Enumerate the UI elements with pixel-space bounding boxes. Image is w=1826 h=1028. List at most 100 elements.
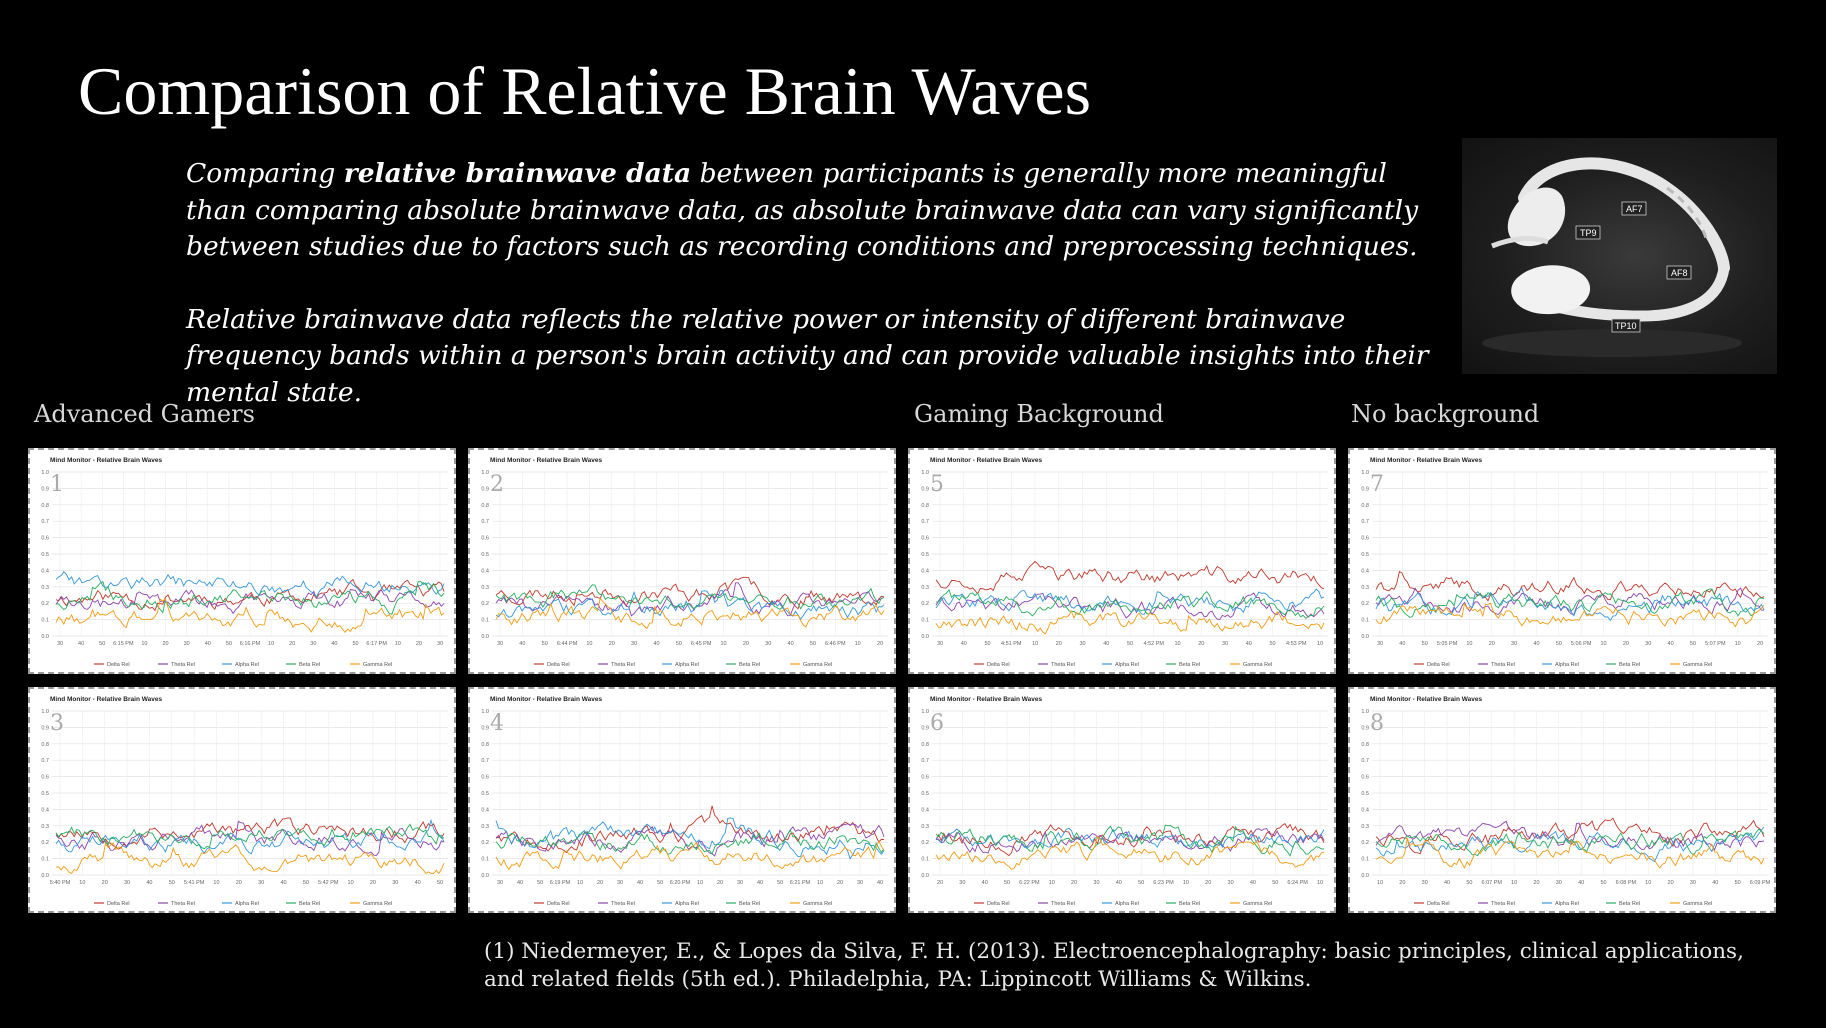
y-tick-label: 0.5 <box>481 552 489 558</box>
legend-entry: Gamma Rel <box>1243 901 1272 907</box>
x-tick-label: 20 <box>289 641 295 647</box>
x-tick-label: 50 <box>984 641 990 647</box>
x-tick-label: 50 <box>437 880 443 886</box>
x-tick-label: 10 <box>720 641 726 647</box>
legend-entry: Alpha Rel <box>1115 901 1139 907</box>
legend-entry: Gamma Rel <box>363 901 392 907</box>
intro-text: Comparing relative brainwave data betwee… <box>186 156 1436 411</box>
series-line-beta-rel <box>1375 828 1765 857</box>
series-line-theta-rel <box>55 820 445 856</box>
x-tick-label: 30 <box>857 880 863 886</box>
x-tick-label: 6:19 PM <box>550 880 571 886</box>
x-tick-label: 20 <box>1757 641 1763 647</box>
y-tick-label: 1.0 <box>921 470 929 476</box>
y-tick-label: 0.1 <box>921 618 929 624</box>
y-tick-label: 0.6 <box>481 536 489 542</box>
label-af7: AF7 <box>1626 204 1643 214</box>
x-tick-label: 10 <box>1600 641 1606 647</box>
x-tick-label: 10 <box>395 641 401 647</box>
series-line-gamma-rel <box>55 598 445 634</box>
x-tick-label: 30 <box>937 641 943 647</box>
x-tick-label: 40 <box>1246 641 1252 647</box>
x-tick-label: 50 <box>542 641 548 647</box>
series-line-beta-rel <box>935 824 1325 857</box>
legend-entry: Gamma Rel <box>803 662 832 668</box>
x-tick-label: 20 <box>102 880 108 886</box>
series-line-gamma-rel <box>495 839 885 871</box>
chart-title: Mind Monitor - Relative Brain Waves <box>50 457 162 464</box>
y-tick-label: 0.2 <box>1361 601 1369 607</box>
y-tick-label: 0.1 <box>41 857 49 863</box>
x-tick-label: 20 <box>743 641 749 647</box>
series-line-gamma-rel <box>495 597 885 629</box>
y-tick-label: 0.1 <box>1361 857 1369 863</box>
y-tick-label: 0.3 <box>41 585 49 591</box>
series-line-delta-rel <box>55 817 445 850</box>
y-tick-label: 0.9 <box>1361 486 1369 492</box>
x-tick-label: 50 <box>1138 880 1144 886</box>
y-tick-label: 0.6 <box>41 536 49 542</box>
label-tp9: TP9 <box>1580 228 1597 238</box>
x-tick-label: 5:41 PM <box>184 880 205 886</box>
legend-entry: Beta Rel <box>739 901 760 907</box>
x-tick-label: 30 <box>497 880 503 886</box>
series-line-beta-rel <box>495 828 885 855</box>
y-tick-label: 0.0 <box>41 873 49 879</box>
x-tick-label: 40 <box>982 880 988 886</box>
x-tick-label: 50 <box>226 641 232 647</box>
x-tick-label: 40 <box>1712 880 1718 886</box>
series-line-delta-rel <box>1375 570 1765 602</box>
y-tick-label: 0.6 <box>1361 536 1369 542</box>
x-tick-label: 40 <box>146 880 152 886</box>
eeg-headband-photo: AF7 TP9 AF8 TP10 <box>1462 138 1777 374</box>
series-line-delta-rel <box>495 805 885 854</box>
legend-entry: Beta Rel <box>1179 901 1200 907</box>
x-tick-label: 20 <box>370 880 376 886</box>
x-tick-label: 50 <box>1422 641 1428 647</box>
series-line-gamma-rel <box>935 610 1325 635</box>
x-tick-label: 20 <box>1198 641 1204 647</box>
y-tick-label: 0.7 <box>481 519 489 525</box>
y-tick-label: 0.4 <box>481 807 489 813</box>
group-label-gaming-background: Gaming Background <box>914 400 1164 428</box>
x-tick-label: 10 <box>817 880 823 886</box>
y-tick-label: 0.9 <box>41 486 49 492</box>
series-line-alpha-rel <box>935 827 1325 849</box>
intro-paragraph-1: Comparing relative brainwave data betwee… <box>186 156 1436 266</box>
y-tick-label: 0.4 <box>1361 807 1369 813</box>
y-tick-label: 0.7 <box>41 758 49 764</box>
x-tick-label: 6:09 PM <box>1750 880 1771 886</box>
y-tick-label: 0.2 <box>41 840 49 846</box>
y-tick-label: 0.2 <box>921 601 929 607</box>
legend-entry: Delta Rel <box>107 901 130 907</box>
headband-illustration: AF7 TP9 AF8 TP10 <box>1482 157 1742 357</box>
x-tick-label: 20 <box>837 880 843 886</box>
intro-p1-bold: relative brainwave data <box>343 158 692 189</box>
legend-entry: Gamma Rel <box>1683 901 1712 907</box>
y-tick-label: 0.9 <box>1361 725 1369 731</box>
y-tick-label: 0.9 <box>481 486 489 492</box>
x-tick-label: 10 <box>1645 880 1651 886</box>
y-tick-label: 0.1 <box>921 857 929 863</box>
chart-title: Mind Monitor - Relative Brain Waves <box>930 696 1042 703</box>
chart-panel-7: Mind Monitor - Relative Brain Waves 1.0 0.… <box>1348 448 1776 674</box>
legend-entry: Gamma Rel <box>1683 662 1712 668</box>
x-tick-label: 30 <box>1093 880 1099 886</box>
y-tick-label: 0.3 <box>481 824 489 830</box>
x-tick-label: 40 <box>1103 641 1109 647</box>
x-tick-label: 40 <box>1578 880 1584 886</box>
series-line-theta-rel <box>495 823 885 857</box>
y-tick-label: 0.8 <box>41 503 49 509</box>
y-tick-label: 0.3 <box>481 585 489 591</box>
legend-entry: Alpha Rel <box>1115 662 1139 668</box>
y-tick-label: 0.4 <box>921 807 929 813</box>
x-tick-label: 30 <box>1556 880 1562 886</box>
x-tick-label: 30 <box>1377 641 1383 647</box>
x-tick-label: 10 <box>1317 641 1323 647</box>
x-tick-label: 30 <box>1690 880 1696 886</box>
legend-entry: Alpha Rel <box>235 901 259 907</box>
y-tick-label: 0.5 <box>481 791 489 797</box>
x-tick-label: 10 <box>1317 880 1323 886</box>
y-tick-label: 1.0 <box>921 709 929 715</box>
x-tick-label: 30 <box>497 641 503 647</box>
